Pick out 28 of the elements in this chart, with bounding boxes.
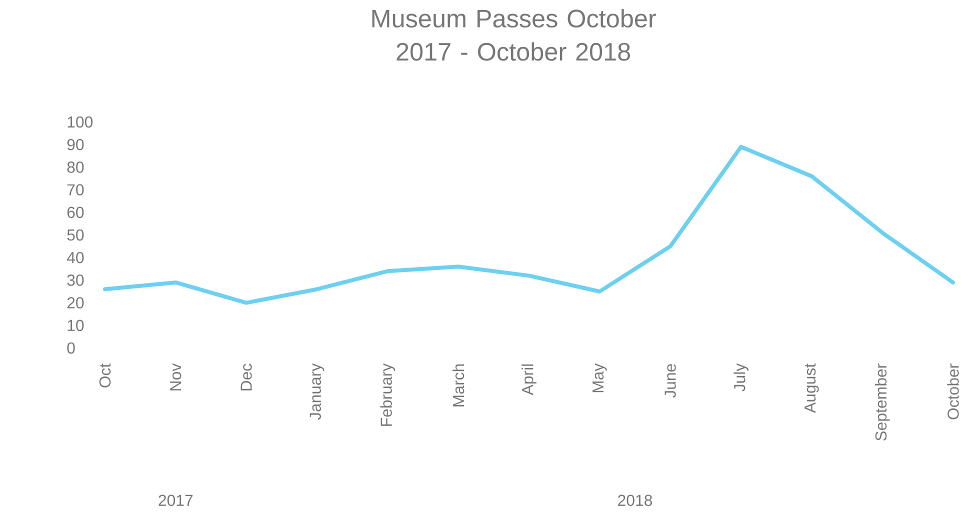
y-tick-label: 20 [67,297,84,308]
x-tick-label: April [522,364,536,396]
x-tick-label: July [734,363,748,392]
chart-title: Museum Passes October 2017 - October 2018 [372,9,656,61]
x-tick-label: June [664,364,676,398]
text: 2018 [618,494,652,506]
x-tick-label: May [592,363,607,392]
y-tick-label: 70 [67,184,84,196]
y-tick-label: 50 [67,229,84,241]
y-tick-label: 40 [66,252,84,264]
line-series [103,144,956,305]
x-tick-label: Nov [170,363,182,390]
x-tick-label: Oct [99,363,111,388]
y-tick-label: 90 [67,138,84,150]
y-tick-label: 10 [68,320,84,332]
text: 2017 [158,494,193,506]
x-tick-label: August [804,363,819,413]
x-tick-label: September [874,364,890,441]
y-tick-label: 100 [68,116,93,128]
x-tick-label: February [380,363,396,426]
x-tick-label: January [310,363,324,420]
y-tick-label: 30 [67,274,84,286]
y-tick-label: 0 [67,342,75,354]
x-tick-label: Dec [240,364,252,390]
y-tick-label: 80 [67,162,84,173]
x-tick-label: March [452,364,464,406]
y-tick-label: 60 [67,206,84,218]
x-tick-label: October [947,364,959,420]
